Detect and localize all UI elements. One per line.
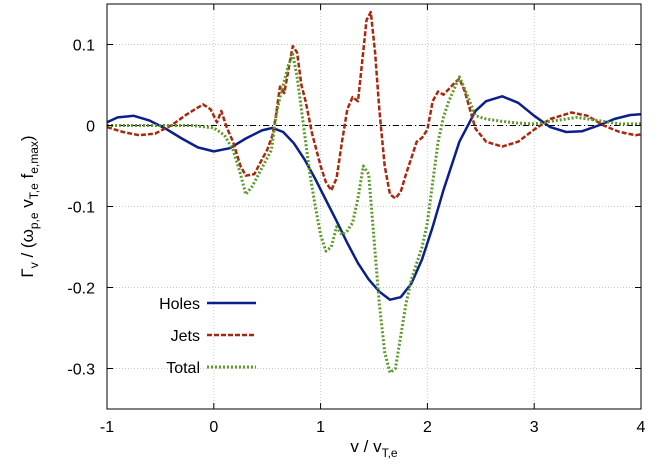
x-tick-label: -1 [100, 419, 114, 436]
series-line-holes [106, 95, 642, 301]
y-tick-label: 0.1 [73, 38, 95, 55]
legend-label: Jets [171, 328, 200, 345]
x-axis-label: v / vT,e [350, 437, 398, 460]
x-tick-label: 1 [316, 419, 325, 436]
series-layer [106, 10, 642, 375]
y-tick-label: -0.2 [67, 281, 95, 298]
legend: Holes Jets Total [159, 296, 256, 377]
grid [107, 4, 641, 409]
y-axis-label: Γv / (ωp,e vT,e fe,max) [18, 135, 41, 277]
y-tick-label: 0 [86, 119, 95, 136]
y-tick-label: -0.1 [67, 200, 95, 217]
x-tick-label: 2 [423, 419, 432, 436]
x-tick-label: 4 [637, 419, 646, 436]
x-tick-label: 0 [209, 419, 218, 436]
ticks [106, 4, 642, 409]
y-tick-label: -0.3 [67, 362, 95, 379]
x-tick-labels: -1 0 1 2 3 4 [100, 419, 646, 436]
legend-label: Holes [159, 296, 200, 313]
y-tick-labels: 0.1 0 -0.1 -0.2 -0.3 [67, 38, 95, 379]
x-tick-label: 3 [530, 419, 539, 436]
series-line-total [107, 52, 641, 375]
legend-label: Total [166, 360, 200, 377]
series-line-jets [106, 10, 642, 200]
